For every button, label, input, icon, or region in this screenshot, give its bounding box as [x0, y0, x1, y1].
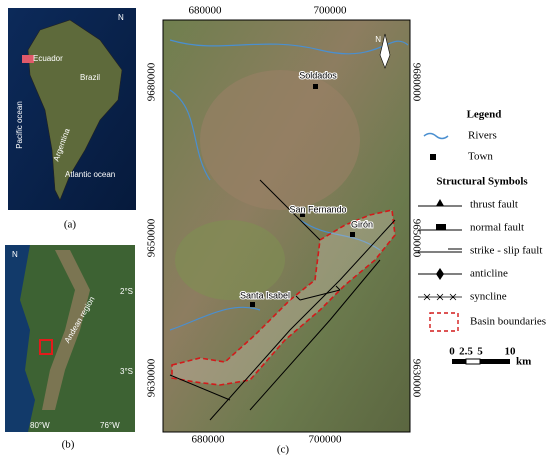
north-label: N [375, 35, 381, 44]
scale-bar [465, 358, 481, 365]
caption: (b) [62, 439, 75, 451]
scale-bar [452, 359, 466, 364]
legend-title: Structural Symbols [436, 176, 528, 188]
river [169, 39, 409, 331]
study-area [39, 339, 53, 355]
town-marker [313, 84, 318, 89]
y-coord: 9680000 [146, 62, 158, 101]
map-label: Brazil [80, 73, 100, 82]
town-label: Santa Isabel [240, 290, 290, 300]
panel-b: N Andean region 2°S 3°S 80°W 76°W (b) [5, 245, 135, 451]
legend-label: Town [468, 151, 493, 163]
lat-label: 2°S [120, 287, 133, 296]
strike-slip-fault [295, 285, 341, 301]
lon-label: 80°W [30, 421, 50, 430]
map-label: Atlantic ocean [65, 170, 115, 179]
legend-title: Legend [467, 109, 502, 121]
scale-label: 2.5 [459, 346, 473, 358]
legend-label: normal fault [470, 222, 524, 234]
legend-label: anticline [470, 268, 508, 280]
lon-label: 76°W [100, 421, 120, 430]
north-arrow [379, 33, 391, 69]
south-america [27, 19, 123, 201]
scale-unit: km [516, 356, 531, 368]
y-coord: 9650000 [146, 218, 158, 257]
y-coord: 9680000 [410, 63, 422, 102]
map-label: Pacific ocean [15, 101, 24, 149]
caption: (a) [64, 219, 77, 231]
scale-bar [480, 359, 510, 364]
town-label: Soldados [299, 70, 337, 80]
legend-label: strike - slip fault [470, 245, 542, 257]
legend-label: Basin boundaries [470, 316, 546, 328]
x-coord: 700000 [314, 5, 348, 17]
anticline-symbol [436, 268, 444, 280]
town-marker [250, 302, 255, 307]
scale-label: 0 [449, 346, 455, 358]
legend: Legend Rivers Town Structural Symbols th… [418, 109, 546, 368]
highland [200, 70, 360, 210]
strike-slip-symbol [418, 248, 462, 253]
map-label: Ecuador [33, 54, 63, 63]
town-label: San Fernando [289, 204, 346, 214]
panel-a: N Ecuador Brazil Pacific ocean Argentina… [8, 8, 136, 231]
legend-label: thrust fault [470, 199, 518, 211]
scale-label: 5 [477, 346, 483, 358]
ecuador-highlight [22, 55, 34, 63]
thrust-symbol [436, 199, 444, 206]
legend-label: syncline [470, 291, 507, 303]
y-coord: 9630000 [146, 358, 158, 397]
basin-symbol [429, 312, 459, 332]
y-coord: 9650000 [410, 219, 422, 258]
town-symbol [430, 154, 436, 160]
valley [175, 220, 285, 300]
basin-boundary [171, 209, 396, 386]
scale-label: 10 [505, 346, 517, 358]
legend-label: Rivers [468, 130, 497, 142]
town-label: Girón [351, 219, 373, 229]
x-coord: 680000 [189, 5, 223, 17]
town-marker [300, 212, 305, 217]
lat-label: 3°S [120, 367, 133, 376]
y-coord: 9630000 [410, 359, 422, 398]
river-symbol [423, 132, 449, 140]
syncline-symbol [418, 293, 462, 301]
x-coord: 680000 [192, 434, 226, 446]
town-marker [350, 232, 355, 237]
x-coord: 700000 [309, 434, 343, 446]
caption: (c) [277, 444, 290, 456]
andes [42, 250, 90, 410]
panel-c: Soldados San Fernando Girón Santa Isabel… [146, 5, 423, 456]
north-label: N [118, 13, 124, 22]
fault [169, 179, 396, 421]
north-label: N [12, 250, 18, 259]
normal-fault-symbol [436, 224, 446, 230]
